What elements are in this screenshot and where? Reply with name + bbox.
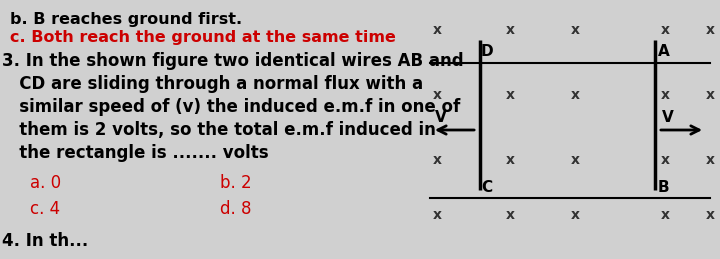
Text: them is 2 volts, so the total e.m.f induced in: them is 2 volts, so the total e.m.f indu… — [2, 121, 436, 139]
Text: x: x — [660, 88, 670, 102]
Text: d. 8: d. 8 — [220, 200, 251, 218]
Text: C: C — [481, 180, 492, 195]
Text: x: x — [706, 153, 714, 167]
Text: B: B — [658, 180, 670, 195]
Text: V: V — [662, 110, 674, 125]
Text: x: x — [505, 153, 515, 167]
Text: similar speed of (v) the induced e.m.f in one of: similar speed of (v) the induced e.m.f i… — [2, 98, 460, 116]
Text: x: x — [433, 88, 441, 102]
Text: x: x — [570, 23, 580, 37]
Text: x: x — [660, 208, 670, 222]
Text: x: x — [433, 208, 441, 222]
Text: c. Both reach the ground at the same time: c. Both reach the ground at the same tim… — [10, 30, 396, 45]
Text: A: A — [658, 44, 670, 59]
Text: x: x — [706, 88, 714, 102]
Text: 3. In the shown figure two identical wires AB and: 3. In the shown figure two identical wir… — [2, 52, 464, 70]
Text: V: V — [435, 110, 446, 125]
Text: x: x — [505, 88, 515, 102]
Text: x: x — [433, 23, 441, 37]
Text: x: x — [660, 153, 670, 167]
Text: the rectangle is ....... volts: the rectangle is ....... volts — [2, 144, 269, 162]
Text: 4. In th...: 4. In th... — [2, 232, 89, 250]
Text: x: x — [570, 208, 580, 222]
Text: D: D — [481, 44, 494, 59]
Text: b. 2: b. 2 — [220, 174, 251, 192]
Text: x: x — [706, 208, 714, 222]
Text: x: x — [706, 23, 714, 37]
Text: a. 0: a. 0 — [30, 174, 61, 192]
Text: c. 4: c. 4 — [30, 200, 60, 218]
Text: x: x — [505, 208, 515, 222]
Text: b. B reaches ground first.: b. B reaches ground first. — [10, 12, 242, 27]
Text: x: x — [570, 153, 580, 167]
Text: x: x — [433, 153, 441, 167]
Text: x: x — [660, 23, 670, 37]
Text: CD are sliding through a normal flux with a: CD are sliding through a normal flux wit… — [2, 75, 423, 93]
Text: x: x — [505, 23, 515, 37]
Text: x: x — [570, 88, 580, 102]
